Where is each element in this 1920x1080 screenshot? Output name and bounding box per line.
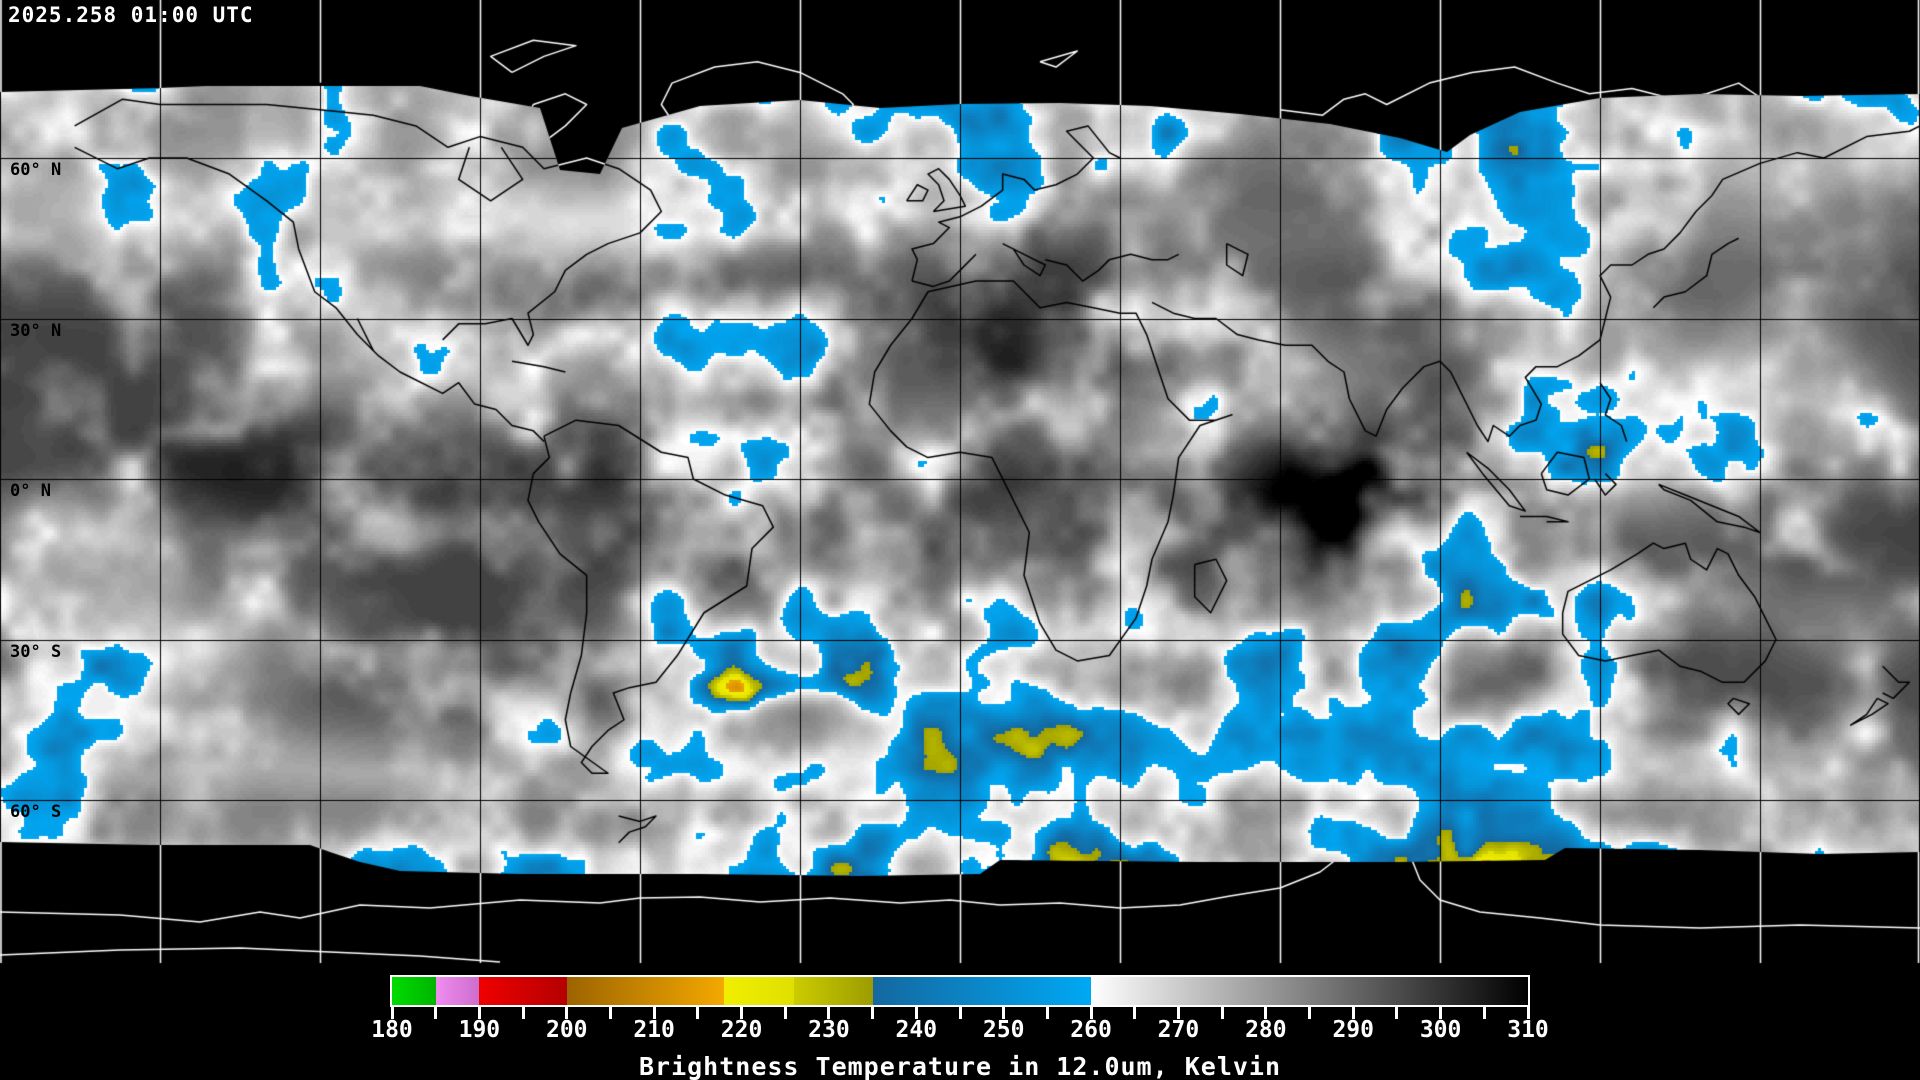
latitude-label: 30° S [10, 641, 62, 662]
timestamp: 2025.258 01:00 UTC [8, 3, 254, 27]
latitude-label: 60° N [10, 160, 62, 180]
latitude-label: 60° S [10, 802, 62, 822]
latitude-label: 0° N [10, 481, 51, 501]
latitude-label: 30° N [10, 320, 62, 341]
